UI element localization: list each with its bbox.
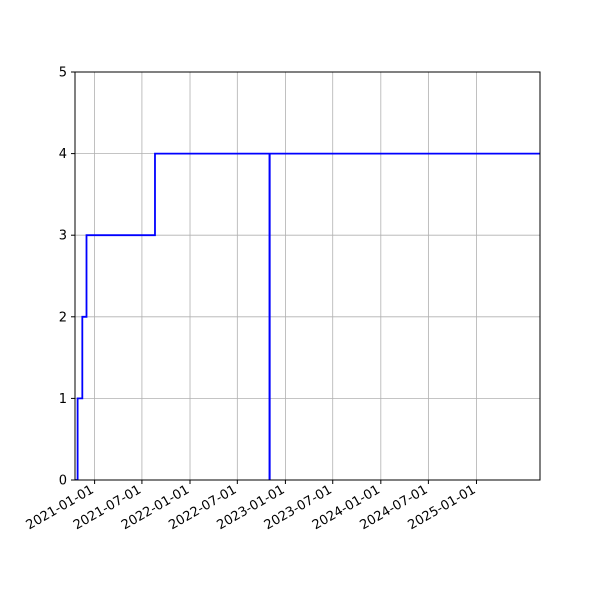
y-axis-ticks: 0 1 2 3 4 5 xyxy=(59,66,75,489)
y-tick-label: 0 xyxy=(59,474,67,489)
y-tick-label: 3 xyxy=(59,229,67,244)
y-tick-label: 1 xyxy=(59,392,67,407)
y-tick-label: 4 xyxy=(59,147,67,162)
plot-frame xyxy=(74,71,541,481)
data-series xyxy=(75,152,540,480)
grid-lines xyxy=(75,71,540,481)
x-axis-ticks: 2021-01-012021-07-012022-01-012022-07-01… xyxy=(24,480,478,533)
y-tick-label: 2 xyxy=(59,310,67,325)
y-tick-label: 5 xyxy=(59,66,67,81)
series-line xyxy=(75,152,540,480)
